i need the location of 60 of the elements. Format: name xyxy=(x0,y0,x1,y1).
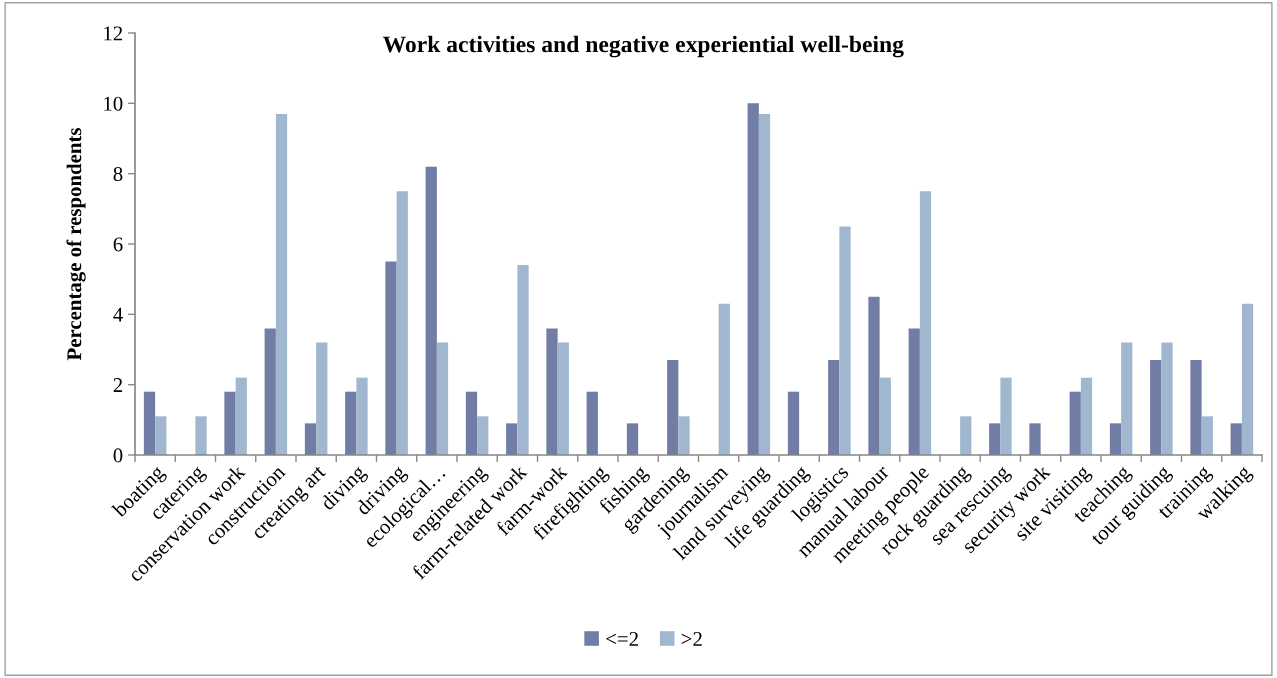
bar xyxy=(667,360,679,455)
bar xyxy=(425,166,437,455)
bar xyxy=(1109,423,1122,455)
y-tick-label: 10 xyxy=(104,96,123,111)
bar xyxy=(1121,342,1133,455)
legend-label: >2 xyxy=(681,631,702,646)
bar xyxy=(546,328,558,455)
bar xyxy=(960,416,972,455)
bar xyxy=(868,296,880,455)
bar xyxy=(839,226,851,455)
y-tick-label: 12 xyxy=(104,26,123,41)
bar xyxy=(828,360,840,455)
bar xyxy=(396,191,408,455)
bar xyxy=(718,303,730,455)
bar xyxy=(908,328,920,455)
bar xyxy=(385,261,397,455)
bar xyxy=(787,391,800,455)
bar xyxy=(747,103,759,455)
bar xyxy=(989,423,1001,455)
bar xyxy=(224,391,236,455)
bar xyxy=(626,423,639,455)
bar xyxy=(1241,303,1254,455)
y-tick-label: 2 xyxy=(113,378,123,392)
bar xyxy=(465,391,478,455)
bar xyxy=(586,391,598,455)
bar xyxy=(1201,416,1213,455)
bar xyxy=(919,191,932,455)
bar xyxy=(1161,342,1173,455)
y-axis-title: Percentage of respondents xyxy=(66,128,86,361)
y-tick-label: 0 xyxy=(113,448,123,463)
bar xyxy=(477,416,489,455)
bar xyxy=(506,423,518,455)
y-tick-label: 4 xyxy=(113,307,123,322)
bar xyxy=(517,265,529,455)
bar xyxy=(1190,360,1202,455)
bar xyxy=(879,377,891,455)
bar xyxy=(264,328,276,455)
bar xyxy=(1069,391,1081,455)
bar xyxy=(436,342,449,455)
bar xyxy=(557,342,569,455)
bar xyxy=(143,391,156,455)
bar xyxy=(1080,377,1093,455)
bar xyxy=(195,416,207,455)
bar xyxy=(275,113,288,455)
bar xyxy=(1000,377,1012,455)
y-tick-label: 6 xyxy=(113,237,123,252)
bar xyxy=(356,377,368,455)
chart-title: Work activities and negative experiential well-being xyxy=(382,35,904,58)
bar xyxy=(678,416,690,455)
bar xyxy=(316,342,328,455)
y-tick-label: 8 xyxy=(113,167,123,182)
bar xyxy=(1150,360,1162,455)
bar xyxy=(155,416,167,455)
bar xyxy=(304,423,317,455)
bar xyxy=(1230,423,1242,455)
bar xyxy=(235,377,247,455)
bar xyxy=(758,113,771,455)
bar xyxy=(1029,423,1041,455)
bar xyxy=(345,391,357,455)
legend-label: <=2 xyxy=(606,631,638,646)
